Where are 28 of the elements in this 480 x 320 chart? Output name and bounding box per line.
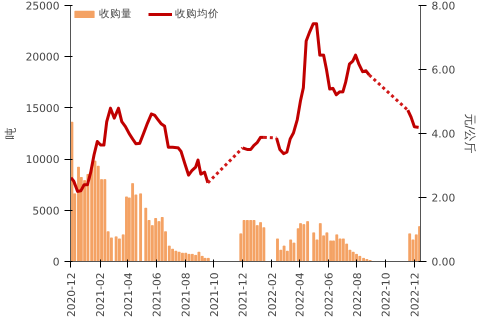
y2-tick-label: 6.00 [432, 64, 456, 76]
legend-label: 收购量 [99, 7, 132, 21]
y2-tick-label: 0.00 [432, 256, 456, 268]
y-tick-label: 0 [52, 256, 60, 268]
x-tick-label: 2022-06 [322, 272, 336, 318]
x-tick-label: 2022-10 [380, 272, 393, 318]
x-tick-label: 2021-10 [208, 272, 221, 318]
y-tick-label: 25000 [26, 0, 60, 12]
x-tick-label: 2022-02 [266, 272, 279, 318]
y-tick-label: 5000 [32, 204, 60, 218]
y-tick-label: 15000 [26, 102, 60, 115]
x-tick-label: 2022-12 [408, 272, 422, 318]
y-tick-label: 10000 [26, 153, 60, 166]
y-axis-title: 吨 [4, 128, 18, 140]
x-tick-label: 2021-04 [122, 272, 135, 318]
y2-tick-label: 8.00 [432, 0, 456, 12]
x-tick-label: 2022-04 [294, 272, 307, 318]
x-tick-label: 2021-12 [236, 272, 250, 318]
x-tick-label: 2021-06 [150, 272, 164, 318]
x-tick-label: 2020-12 [64, 272, 78, 318]
x-tick-label: 2021-08 [179, 272, 192, 318]
y2-tick-label: 4.00 [432, 128, 456, 140]
x-tick-label: 2021-02 [94, 272, 108, 318]
y2-tick-label: 2.00 [432, 192, 456, 204]
legend-label: 收购均价 [175, 7, 219, 21]
y-tick-label: 20000 [26, 50, 60, 64]
x-tick-label: 2022-08 [350, 272, 364, 318]
y2-axis-title: 元/公斤 [463, 113, 478, 154]
